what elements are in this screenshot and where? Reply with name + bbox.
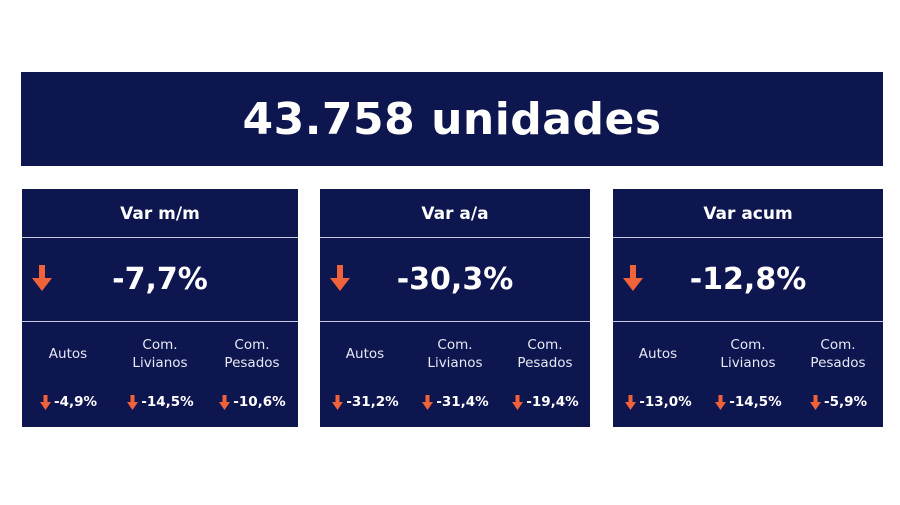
divider bbox=[613, 321, 883, 322]
total-units-text: 43.758 unidades bbox=[242, 93, 662, 145]
category-value-livianos: -14,5% bbox=[703, 390, 793, 414]
down-arrow-icon bbox=[219, 394, 231, 410]
panel-var-acum: Var acum -12,8% Autos Com. Livianos Com.… bbox=[613, 189, 883, 427]
category-label-autos: Autos bbox=[48, 346, 88, 362]
divider bbox=[613, 237, 883, 238]
down-arrow-icon bbox=[715, 394, 727, 410]
main-variation-value: -7,7% bbox=[112, 261, 208, 297]
category-label-autos: Autos bbox=[638, 346, 678, 362]
down-arrow-icon bbox=[512, 394, 524, 410]
divider bbox=[320, 321, 590, 322]
down-arrow-icon bbox=[332, 394, 344, 410]
category-value-autos: -4,9% bbox=[22, 390, 114, 414]
category-value-livianos: -31,4% bbox=[410, 390, 500, 414]
down-arrow-icon bbox=[39, 394, 51, 410]
category-value-pesados: -10,6% bbox=[206, 390, 298, 414]
divider bbox=[22, 237, 298, 238]
panel-var-aa: Var a/a -30,3% Autos Com. Livianos Com. … bbox=[320, 189, 590, 427]
category-label-pesados: Com. Pesados bbox=[224, 337, 280, 371]
divider bbox=[320, 237, 590, 238]
panel-title: Var a/a bbox=[421, 203, 489, 224]
down-arrow-icon bbox=[330, 265, 350, 291]
category-label-pesados: Com. Pesados bbox=[517, 337, 573, 371]
category-value-autos: -13,0% bbox=[613, 390, 703, 414]
down-arrow-icon bbox=[422, 394, 434, 410]
category-label-livianos: Com. Livianos bbox=[427, 337, 483, 371]
panel-var-mm: Var m/m -7,7% Autos Com. Livianos Com. P… bbox=[22, 189, 298, 427]
down-arrow-icon bbox=[809, 394, 821, 410]
category-label-pesados: Com. Pesados bbox=[810, 337, 866, 371]
main-variation-value: -30,3% bbox=[396, 261, 514, 297]
panel-title: Var m/m bbox=[120, 203, 200, 224]
main-variation-value: -12,8% bbox=[689, 261, 807, 297]
panel-title: Var acum bbox=[703, 203, 793, 224]
divider bbox=[22, 321, 298, 322]
category-value-autos: -31,2% bbox=[320, 390, 410, 414]
category-label-autos: Autos bbox=[345, 346, 385, 362]
category-value-pesados: -5,9% bbox=[793, 390, 883, 414]
down-arrow-icon bbox=[127, 394, 139, 410]
total-units-banner: 43.758 unidades bbox=[21, 72, 883, 166]
down-arrow-icon bbox=[32, 265, 52, 291]
category-value-livianos: -14,5% bbox=[114, 390, 206, 414]
category-label-livianos: Com. Livianos bbox=[720, 337, 776, 371]
down-arrow-icon bbox=[623, 265, 643, 291]
category-value-pesados: -19,4% bbox=[500, 390, 590, 414]
category-label-livianos: Com. Livianos bbox=[132, 337, 188, 371]
down-arrow-icon bbox=[625, 394, 637, 410]
